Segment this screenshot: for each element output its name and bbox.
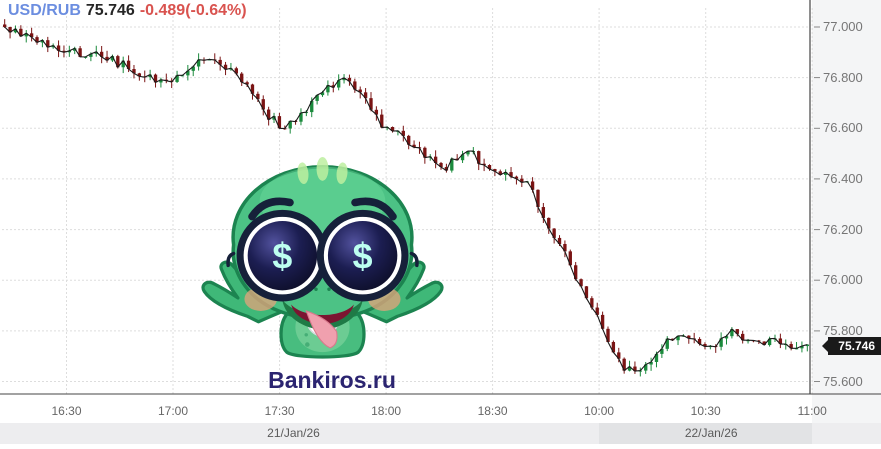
svg-text:$: $ <box>272 237 292 277</box>
svg-text:Bankiros.ru: Bankiros.ru <box>268 367 396 393</box>
svg-text:$: $ <box>353 237 373 277</box>
